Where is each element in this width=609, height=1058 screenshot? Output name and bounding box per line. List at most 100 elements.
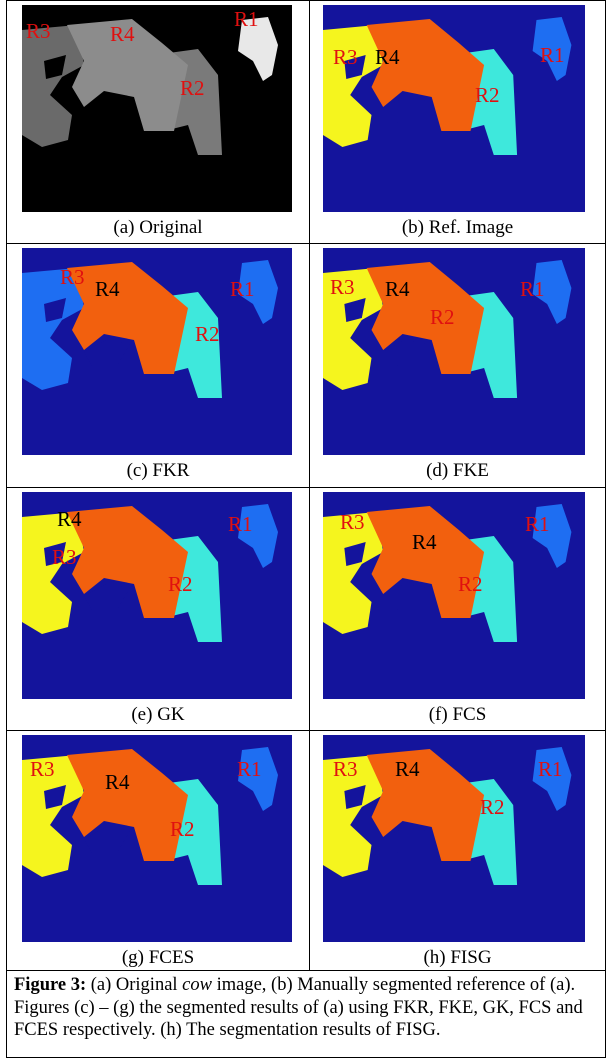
region-label: R3: [30, 757, 55, 781]
segmentation-image: [323, 492, 585, 699]
panel-caption: (d) FKE: [426, 460, 489, 481]
region-label: R3: [340, 510, 365, 534]
column-rule: [309, 0, 310, 970]
region-hole: [344, 298, 366, 322]
region-label: R3: [26, 19, 51, 43]
region: [67, 19, 188, 131]
region-label: R1: [237, 757, 262, 781]
panel-caption: (h) FISG: [423, 947, 492, 968]
region: [323, 755, 384, 877]
region-hole: [84, 827, 130, 853]
region-label: R3: [330, 275, 355, 299]
region: [22, 25, 84, 147]
caption-italic: cow: [182, 975, 212, 995]
region-hole: [84, 340, 130, 366]
panel-caption: (e) GK: [131, 704, 185, 725]
region-hole: [44, 298, 66, 322]
region-hole: [44, 542, 66, 566]
region: [532, 504, 572, 568]
region: [366, 19, 485, 131]
region-label: R2: [480, 795, 505, 819]
region-label: R3: [333, 45, 358, 69]
row-rule: [6, 730, 606, 731]
region: [323, 25, 384, 147]
region-label: R1: [525, 512, 550, 536]
region-label: R2: [475, 83, 500, 107]
panel-caption: (g) FCES: [121, 947, 195, 968]
region-label: R1: [228, 512, 253, 536]
region-label: R1: [520, 277, 545, 301]
region: [67, 749, 188, 861]
region-label: R2: [180, 76, 205, 100]
region: [22, 755, 84, 877]
panel-caption: (a) Original: [113, 217, 203, 238]
region: [532, 260, 572, 324]
region-label: R1: [230, 277, 255, 301]
region-hole: [44, 55, 66, 79]
row-rule: [6, 243, 606, 244]
region-label: R4: [95, 277, 120, 301]
region-hole: [84, 584, 130, 610]
region: [532, 747, 572, 811]
region-label: R2: [195, 322, 220, 346]
region-label: R2: [168, 572, 193, 596]
region-label: R2: [170, 817, 195, 841]
region: [22, 268, 84, 390]
panel-caption: (c) FKR: [126, 460, 190, 481]
region: [323, 268, 384, 390]
segmentation-image: [22, 5, 292, 212]
region-label: R3: [52, 545, 77, 569]
region: [238, 17, 278, 81]
region: [22, 512, 84, 634]
region-label: R2: [458, 572, 483, 596]
region-label: R1: [234, 7, 259, 31]
region: [366, 262, 485, 374]
region-hole: [344, 55, 366, 79]
region: [238, 747, 278, 811]
region: [323, 512, 384, 634]
region-hole: [383, 97, 428, 123]
region-label: R4: [105, 770, 130, 794]
region: [238, 504, 278, 568]
segmentation-image: [323, 735, 585, 942]
region-label: R4: [375, 45, 400, 69]
region: [366, 749, 485, 861]
region-label: R1: [540, 43, 565, 67]
caption-text: (a) Original: [86, 975, 183, 995]
region-label: R4: [110, 22, 135, 46]
panel-caption: (b) Ref. Image: [401, 217, 514, 238]
segmentation-image: [22, 492, 292, 699]
segmentation-image: [323, 248, 585, 455]
region-hole: [84, 97, 130, 123]
region-label: R3: [60, 265, 85, 289]
caption-text: image, (b) Manually segmented reference …: [14, 975, 583, 1040]
region: [67, 262, 188, 374]
region-label: R4: [385, 277, 410, 301]
region-hole: [383, 340, 428, 366]
caption-label: Figure 3:: [14, 975, 87, 995]
region: [238, 260, 278, 324]
region-label: R1: [538, 757, 563, 781]
panel-caption: (f) FCS: [428, 704, 487, 725]
region: [67, 506, 188, 618]
segmentation-image: [22, 735, 292, 942]
region-label: R4: [57, 507, 82, 531]
segmentation-image: [22, 248, 292, 455]
region-label: R3: [333, 757, 358, 781]
region-label: R2: [430, 305, 455, 329]
segmentation-image: [323, 5, 585, 212]
figure-caption: Figure 3: (a) Original cow image, (b) Ma…: [14, 974, 599, 1042]
region: [532, 17, 572, 81]
region-hole: [344, 785, 366, 809]
region-hole: [383, 584, 428, 610]
region-label: R4: [412, 530, 437, 554]
row-rule: [6, 487, 606, 488]
region-hole: [344, 542, 366, 566]
region-label: R4: [395, 757, 420, 781]
region-hole: [44, 785, 66, 809]
row-rule: [6, 970, 606, 971]
region: [366, 506, 485, 618]
region-hole: [383, 827, 428, 853]
